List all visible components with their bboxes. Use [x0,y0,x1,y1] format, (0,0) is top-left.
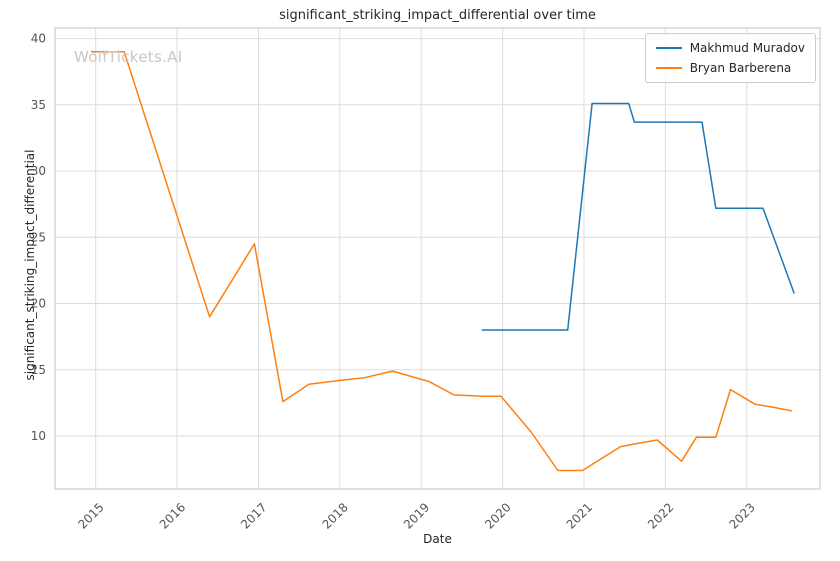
legend: Makhmud Muradov Bryan Barberena [644,33,816,83]
legend-entry: Makhmud Muradov [655,41,805,55]
svg-text:25: 25 [31,230,46,244]
svg-text:2021: 2021 [564,500,595,531]
svg-text:2019: 2019 [401,500,432,531]
svg-text:2023: 2023 [726,500,757,531]
svg-text:2022: 2022 [645,500,676,531]
svg-text:20: 20 [31,297,46,311]
legend-line-swatch [655,47,682,49]
svg-text:35: 35 [31,98,46,112]
svg-text:40: 40 [31,32,46,46]
svg-text:2017: 2017 [238,500,269,531]
svg-text:2016: 2016 [157,500,188,531]
svg-text:2018: 2018 [319,500,350,531]
legend-label: Makhmud Muradov [689,41,805,55]
legend-line-swatch [655,67,682,69]
svg-text:15: 15 [31,363,46,377]
svg-text:2020: 2020 [482,500,513,531]
chart-title: significant_striking_impact_differential… [279,8,596,23]
legend-label: Bryan Barberena [689,61,792,75]
y-axis-label: significant_striking_impact_differential [23,149,37,381]
svg-text:2015: 2015 [75,500,106,531]
x-axis-label: Date [423,532,452,546]
svg-text:10: 10 [31,429,46,443]
legend-entry: Bryan Barberena [655,61,805,75]
watermark: WolfTickets.AI [74,48,183,66]
svg-text:30: 30 [31,164,46,178]
